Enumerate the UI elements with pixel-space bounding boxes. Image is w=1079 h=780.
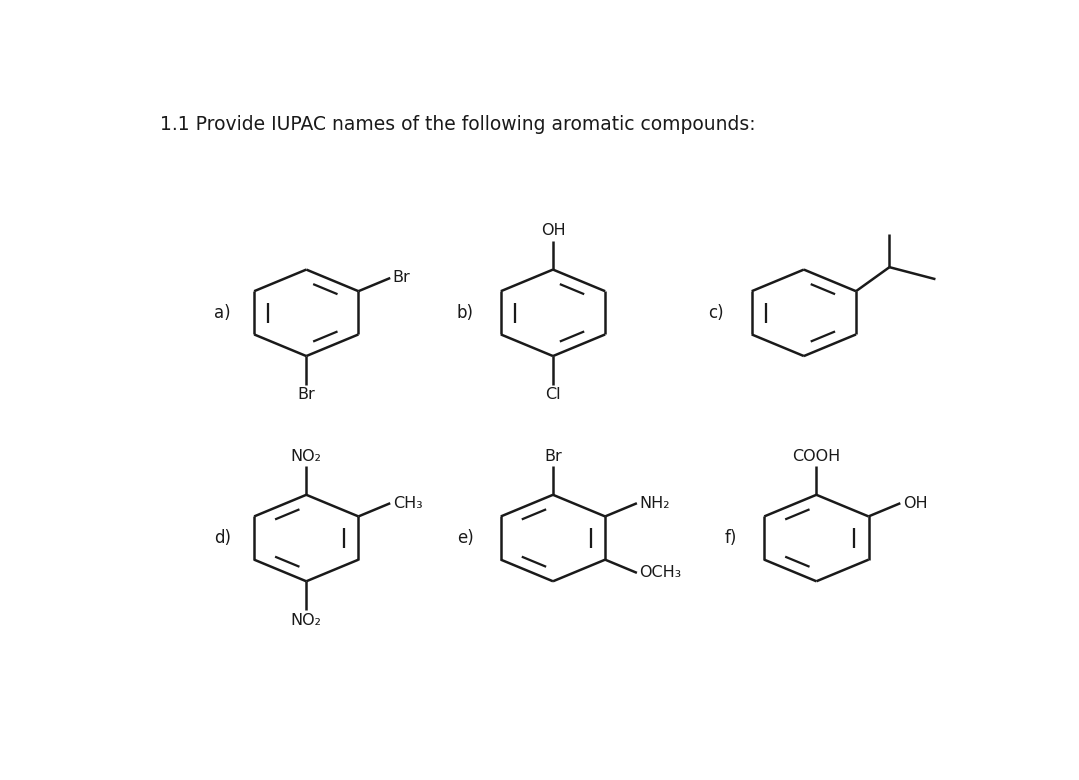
Text: c): c) (708, 304, 723, 322)
Text: e): e) (456, 529, 474, 547)
Text: COOH: COOH (792, 448, 841, 463)
Text: OCH₃: OCH₃ (640, 566, 682, 580)
Text: NO₂: NO₂ (291, 448, 322, 463)
Text: Br: Br (393, 271, 410, 285)
Text: Br: Br (544, 448, 562, 463)
Text: CH₃: CH₃ (393, 496, 423, 511)
Text: 1.1 Provide IUPAC names of the following aromatic compounds:: 1.1 Provide IUPAC names of the following… (160, 115, 755, 133)
Text: Cl: Cl (545, 388, 561, 402)
Text: b): b) (456, 304, 474, 322)
Text: d): d) (215, 529, 231, 547)
Text: OH: OH (903, 496, 928, 511)
Text: OH: OH (541, 223, 565, 239)
Text: NH₂: NH₂ (640, 496, 670, 511)
Text: f): f) (724, 529, 737, 547)
Text: a): a) (215, 304, 231, 322)
Text: Br: Br (298, 388, 315, 402)
Text: NO₂: NO₂ (291, 612, 322, 628)
